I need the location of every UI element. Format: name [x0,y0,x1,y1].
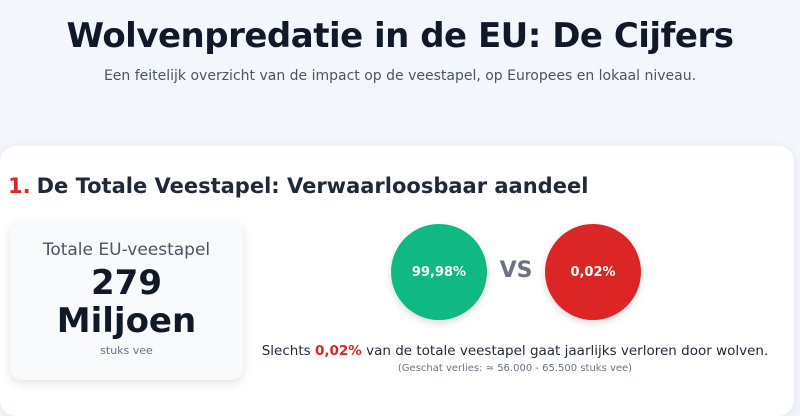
stat-unit-word: Miljoen [56,301,197,341]
summary-sentence: Slechts 0,02% van de totale veestapel ga… [230,343,800,359]
stat-card: Totale EU-veestapel 279 Miljoen stuks ve… [10,222,243,380]
section-title: De Totale Veestapel: Verwaarloosbaar aan… [36,174,589,198]
share-lost-label: 0,02% [570,264,616,280]
sentence-start: Slechts [261,343,315,359]
versus-label: VS [499,258,533,283]
page-title: Wolvenpredatie in de EU: De Cijfers [66,16,734,56]
estimate-note: (Geschat verlies: ≈ 56.000 - 65.500 stuk… [397,363,633,374]
page-subtitle: Een feitelijk overzicht van de impact op… [103,68,697,84]
share-kept-circle: 99,98% [391,224,487,320]
share-lost-circle: 0,02% [545,224,641,320]
stat-label: Totale EU-veestapel [42,240,211,260]
stat-caption: stuks vee [100,344,153,357]
sentence-highlight: 0,02% [314,343,362,359]
share-kept-label: 99,98% [411,264,467,280]
section-number: 1. [8,174,31,198]
stat-value: 279 [91,263,162,303]
section-heading: 1. De Totale Veestapel: Verwaarloosbaar a… [8,174,588,198]
sentence-end: van de totale veestapel gaat jaarlijks v… [361,343,769,359]
